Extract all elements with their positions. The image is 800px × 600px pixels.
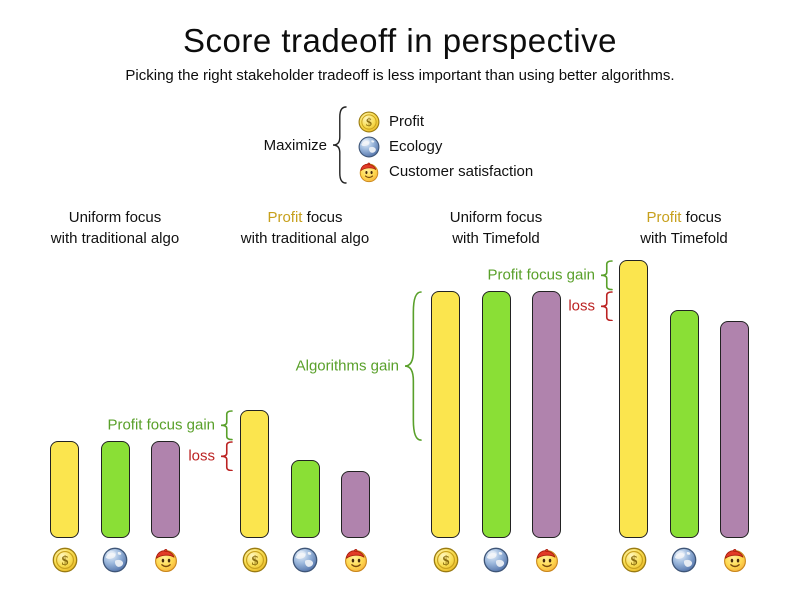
group-label-2: Profit focus with traditional algo xyxy=(185,207,425,249)
group-label-text: focus xyxy=(681,209,722,226)
globe-icon xyxy=(671,547,697,573)
ecology-globe-icon xyxy=(358,136,380,158)
g2-gain-label: Profit focus gain xyxy=(107,416,215,434)
customer-smiley-icon xyxy=(358,161,380,183)
legend: $ Profit Ecology Customer satisfaction xyxy=(358,109,533,184)
algo-gain-brace xyxy=(404,290,422,446)
group-label-3: Uniform focus with Timefold xyxy=(376,207,616,249)
profit-coin-icon: $ xyxy=(358,111,380,133)
smiley-icon xyxy=(534,547,560,573)
bar-g4-coin xyxy=(619,260,648,538)
chart-title: Score tradeoff in perspective xyxy=(183,22,617,59)
legend-item-ecology: Ecology xyxy=(358,134,533,159)
g4-gain-label: Profit focus gain xyxy=(487,266,595,284)
bar-g2-globe xyxy=(290,460,320,538)
legend-item-profit: $ Profit xyxy=(358,109,533,134)
group-label-emphasis: Profit xyxy=(646,209,682,226)
bar-g3-coin xyxy=(431,290,460,538)
smiley-icon xyxy=(722,547,748,573)
legend-item-label: Ecology xyxy=(389,138,443,155)
coin-icon: $ xyxy=(621,547,647,573)
bar-g1-globe xyxy=(100,440,130,538)
group-label-line2: with Timefold xyxy=(452,230,540,247)
legend-item-label: Profit xyxy=(389,113,425,130)
group-label-emphasis: Profit xyxy=(267,209,303,226)
bar-g3-globe xyxy=(481,290,511,538)
coin-icon: $ xyxy=(433,547,459,573)
g4-loss-label: loss xyxy=(568,297,595,315)
g2-loss-label: loss xyxy=(188,447,215,465)
coin-icon: $ xyxy=(242,547,268,573)
svg-text:$: $ xyxy=(251,553,258,569)
legend-item-customer-satisfaction: Customer satisfaction xyxy=(358,159,533,184)
group-label-text: Uniform focus xyxy=(68,209,162,226)
g2-loss-brace xyxy=(220,440,233,477)
g4-gain-brace xyxy=(600,260,613,296)
bar-g4-globe xyxy=(669,310,699,538)
globe-icon xyxy=(102,547,128,573)
svg-text:$: $ xyxy=(366,115,372,129)
svg-text:$: $ xyxy=(630,553,637,569)
smiley-icon xyxy=(343,547,369,573)
group-label-line2: with Timefold xyxy=(640,230,728,247)
group-label-line2: with traditional algo xyxy=(240,230,370,247)
g4-loss-brace xyxy=(600,290,613,327)
svg-text:$: $ xyxy=(61,553,68,569)
smiley-icon xyxy=(153,547,179,573)
bar-g1-coin xyxy=(50,440,79,538)
globe-icon xyxy=(292,547,318,573)
g2-gain-brace xyxy=(220,410,233,446)
group-label-line2: with traditional algo xyxy=(50,230,180,247)
globe-icon xyxy=(483,547,509,573)
bar-g3-smiley xyxy=(532,290,561,538)
group-label-4: Profit focus with Timefold xyxy=(564,207,800,249)
chart-subtitle: Picking the right stakeholder tradeoff i… xyxy=(125,67,675,84)
coin-icon: $ xyxy=(52,547,78,573)
legend-item-label: Customer satisfaction xyxy=(389,163,534,180)
bar-g2-coin xyxy=(240,410,269,538)
bar-g4-smiley xyxy=(720,321,749,538)
group-label-1: Uniform focus with traditional algo xyxy=(0,207,235,249)
algo-gain-label: Algorithms gain xyxy=(295,357,399,375)
legend-brace xyxy=(332,106,347,189)
bar-g2-smiley xyxy=(341,471,370,538)
legend-maximize-label: Maximize xyxy=(263,137,327,154)
group-label-text: focus xyxy=(302,209,343,226)
svg-text:$: $ xyxy=(442,553,449,569)
group-label-text: Uniform focus xyxy=(449,209,543,226)
bar-g1-smiley xyxy=(151,440,180,538)
